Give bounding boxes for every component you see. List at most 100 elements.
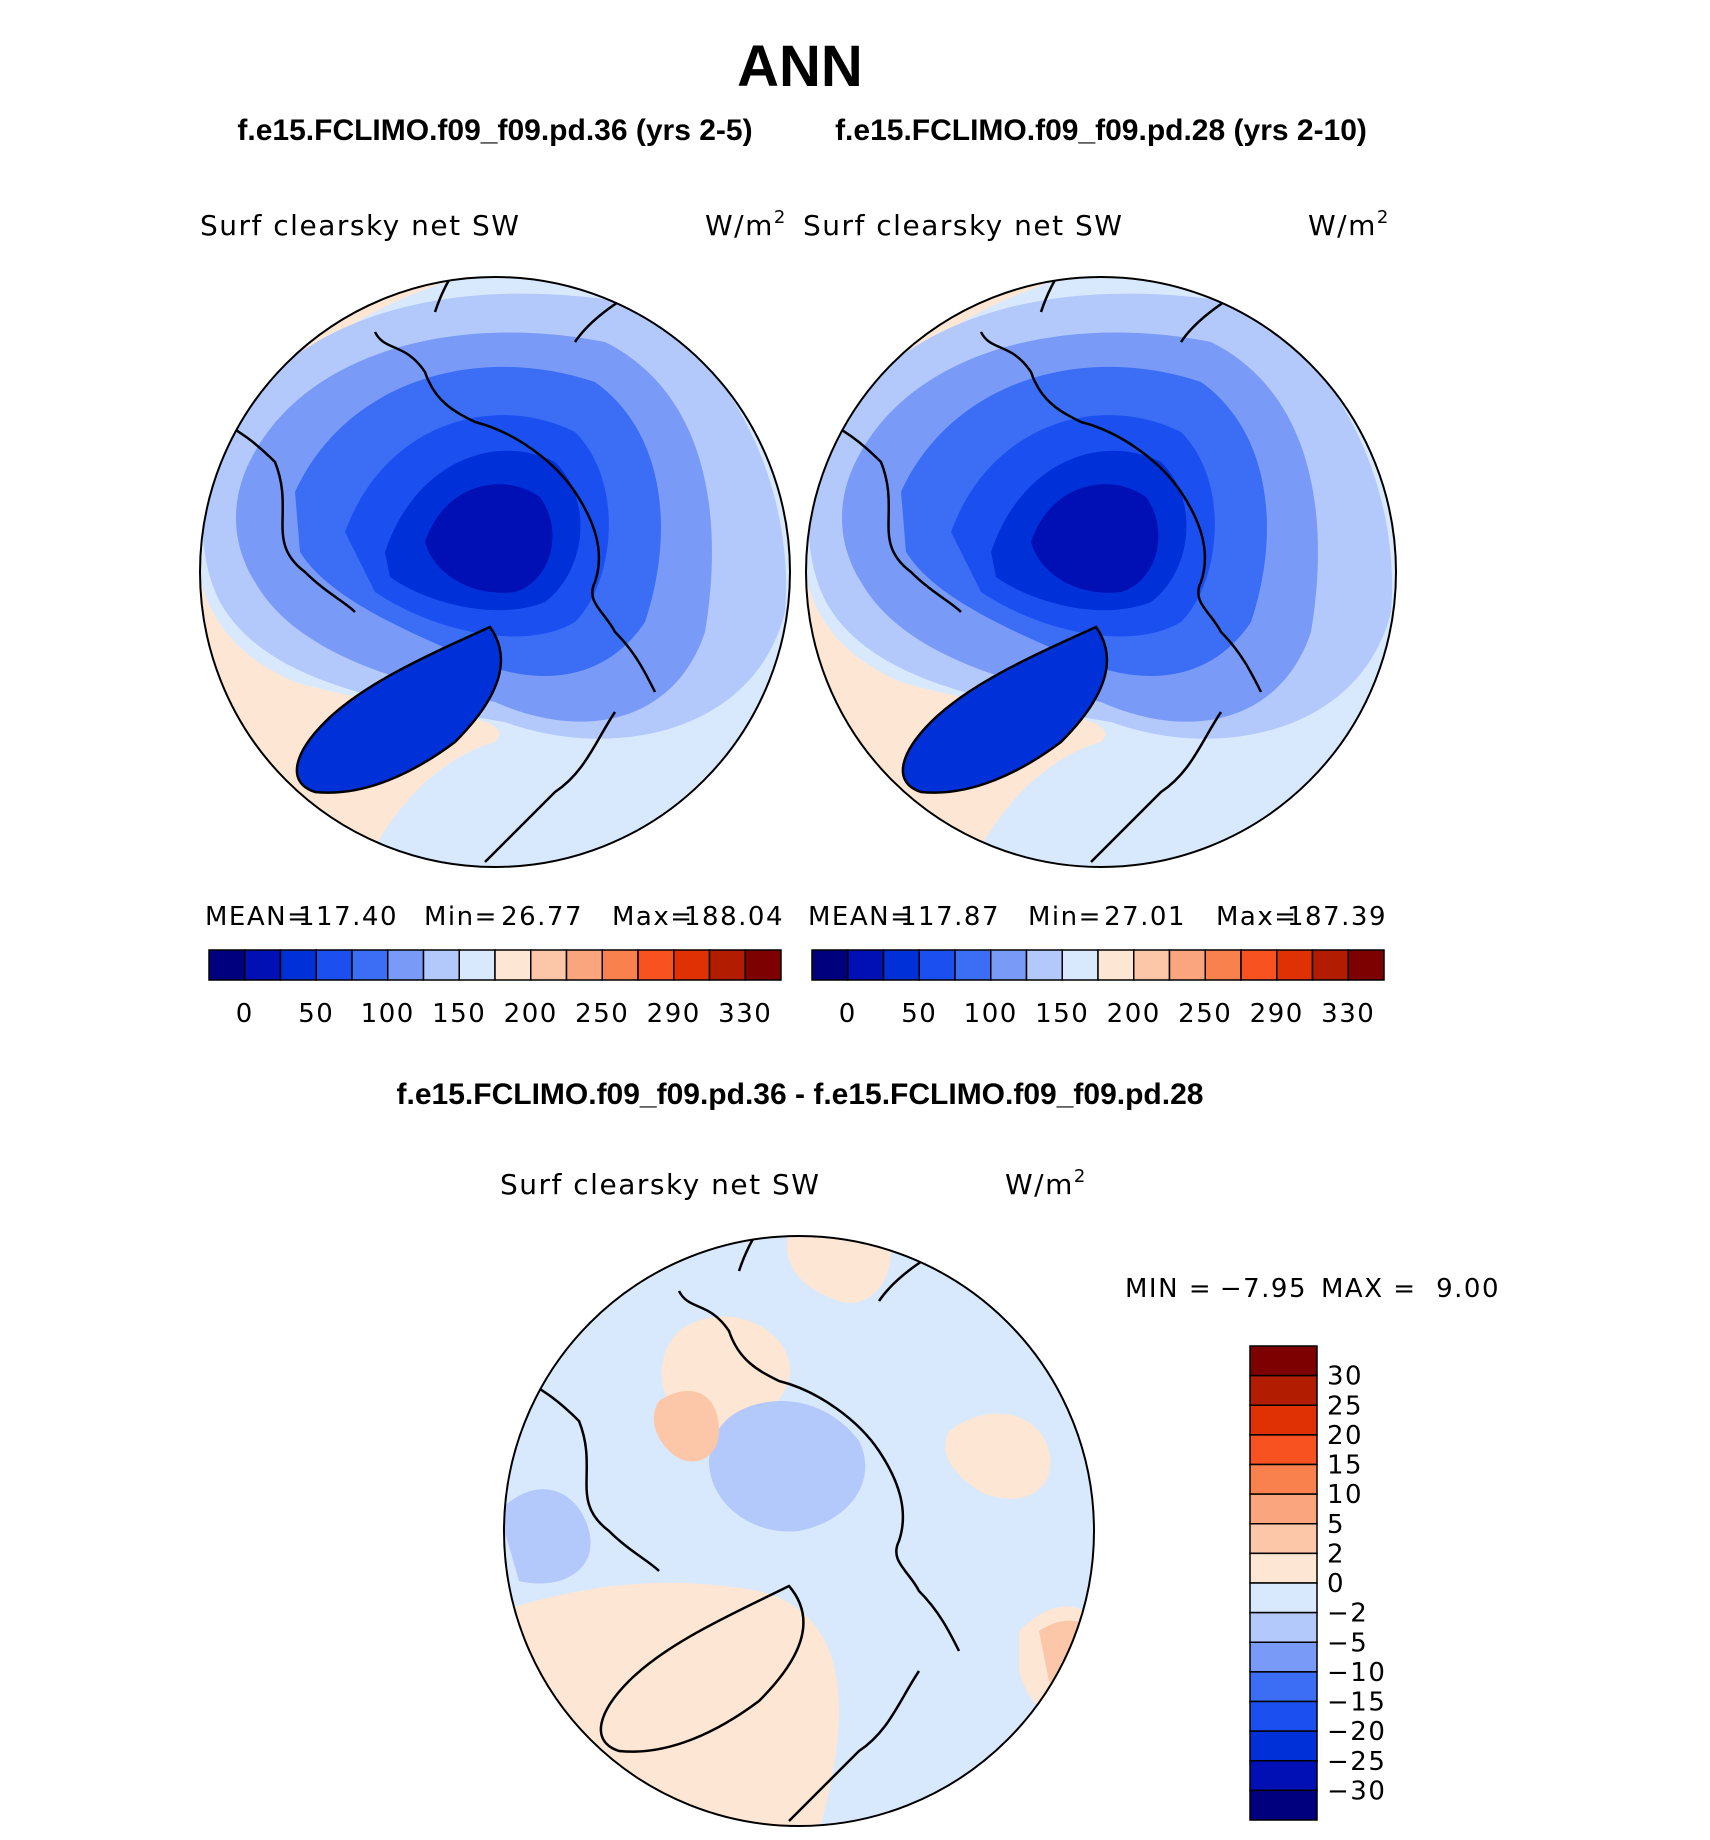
panel2-colorbar-box	[990, 949, 1028, 981]
panel2-colorbar-box	[1240, 949, 1278, 981]
panel3-colorbar-box	[1249, 1463, 1318, 1495]
panel2-colorbar-box	[954, 949, 992, 981]
panel1-colorbar-box	[279, 949, 317, 981]
panel3-colorbar-box	[1249, 1493, 1318, 1525]
panel3-stats: MIN = −7.95 MAX = 9.00	[1125, 1274, 1500, 1304]
panel2-colorbar-tick-label: 150	[1035, 999, 1089, 1029]
panel-difference: Surf clearsky net SW W/m2 MIN = −7.95	[500, 1166, 1500, 1827]
panel3-colorbar-tick-label: 2	[1327, 1539, 1345, 1569]
panel1-colorbar-tick-label: 0	[236, 999, 254, 1029]
panel3-colorbar-tick-label: 30	[1327, 1362, 1363, 1392]
panel1-map	[200, 277, 790, 867]
panel1-colorbar-tick-label: 200	[504, 999, 558, 1029]
panel1-units-label: W/m2	[705, 207, 787, 242]
panel3-colorbar-tick-label: 25	[1327, 1391, 1363, 1421]
panel3-colorbar-box	[1249, 1730, 1318, 1762]
panel1-max-value: 188.04	[684, 902, 784, 932]
panel3-colorbar-tick-label: −2	[1327, 1599, 1368, 1629]
panel3-min-value: −7.95	[1220, 1274, 1307, 1304]
panel3-max-value: 9.00	[1436, 1274, 1500, 1304]
panel2-colorbar-box	[1025, 949, 1063, 981]
panel3-colorbar-tick-label: −15	[1327, 1688, 1386, 1718]
panel3-colorbar-tick-label: 20	[1327, 1421, 1363, 1451]
panel1-colorbar-box	[565, 949, 603, 981]
panel1-colorbar-box	[494, 949, 532, 981]
panel1-colorbar-box	[708, 949, 746, 981]
panel3-min-label: MIN =	[1125, 1274, 1212, 1304]
panel3-colorbar-box	[1249, 1434, 1318, 1466]
figure-title: ANN	[737, 34, 863, 99]
panel2-colorbar-tick-label: 290	[1250, 999, 1304, 1029]
panel3-colorbar-tick-label: −30	[1327, 1776, 1386, 1806]
panel1-colorbar-box	[744, 949, 782, 981]
panel2-colorbar-box	[1168, 949, 1206, 981]
panel1-colorbar-tick-label: 250	[575, 999, 629, 1029]
panel3-colorbar-tick-label: −25	[1327, 1747, 1386, 1777]
panel2-colorbar-box	[1347, 949, 1385, 981]
panel1-colorbar-tick-label: 290	[647, 999, 701, 1029]
panel3-map	[504, 1236, 1094, 1826]
panel2-min-value: 27.01	[1104, 902, 1186, 932]
panel1-stats: MEAN= 117.40 Min= 26.77 Max= 188.04	[205, 902, 784, 932]
panel3-colorbar-box	[1249, 1671, 1318, 1703]
panel1-colorbar-box	[458, 949, 496, 981]
panel1-colorbar-box	[387, 949, 425, 981]
panel1-colorbar-box	[601, 949, 639, 981]
panel1-max-label: Max=	[612, 902, 694, 932]
panel2-map	[806, 277, 1396, 867]
panel1-colorbar-box	[315, 949, 353, 981]
panel2-colorbar-tick-label: 200	[1107, 999, 1161, 1029]
panel2-max-label: Max=	[1216, 902, 1298, 932]
panel3-variable-label: Surf clearsky net SW	[500, 1168, 820, 1201]
panel3-colorbar-box	[1249, 1611, 1318, 1643]
panel2-units-label: W/m2	[1308, 207, 1390, 242]
panel2-mean-value: 117.87	[900, 902, 1000, 932]
panel3-colorbar-tick-label: 5	[1327, 1510, 1345, 1540]
panel2-colorbar-box	[1311, 949, 1349, 981]
panel1-colorbar-box	[208, 949, 246, 981]
panel2-colorbar: 0 50 100 150 200 250 290 330	[811, 949, 1385, 1029]
panel2-colorbar-tick-label: 250	[1178, 999, 1232, 1029]
panel2-max-value: 187.39	[1287, 902, 1387, 932]
panel2-colorbar-box	[1061, 949, 1099, 981]
panel1-colorbar-box	[673, 949, 711, 981]
panel2-colorbar-box	[882, 949, 920, 981]
panel3-colorbar-tick-label: 0	[1327, 1569, 1345, 1599]
panel3-colorbar-box	[1249, 1700, 1318, 1732]
panel3-max-label: MAX =	[1321, 1274, 1417, 1304]
panel3-colorbar-box	[1249, 1760, 1318, 1792]
panel-case2: Surf clearsky net SW W/m2 MEAN= 117.87 M…	[803, 207, 1397, 1029]
panel2-stats: MEAN= 117.87 Min= 27.01 Max= 187.39	[808, 902, 1387, 932]
panel1-colorbar-tick-label: 100	[361, 999, 415, 1029]
panel3-colorbar-tick-label: −10	[1327, 1658, 1386, 1688]
panel1-colorbar-box	[244, 949, 282, 981]
panel3-colorbar-box	[1249, 1345, 1318, 1377]
panel3-colorbar-box	[1249, 1641, 1318, 1673]
panel1-colorbar-tick-label: 50	[298, 999, 334, 1029]
panel3-colorbar-box	[1249, 1789, 1318, 1821]
panel2-variable-label: Surf clearsky net SW	[803, 209, 1123, 242]
panel1-colorbar: 0 50 100 150 200 250 290 330	[208, 949, 782, 1029]
panel2-colorbar-tick-label: 100	[964, 999, 1018, 1029]
panel1-mean-label: MEAN=	[205, 902, 310, 932]
panel3-colorbar-box	[1249, 1582, 1318, 1614]
panel3-colorbar-tick-label: −5	[1327, 1628, 1368, 1658]
panel1-colorbar-tick-label: 150	[432, 999, 486, 1029]
panel3-colorbar-box	[1249, 1374, 1318, 1406]
panel1-colorbar-tick-label: 330	[718, 999, 772, 1029]
panel2-colorbar-box	[847, 949, 885, 981]
panel2-colorbar-box	[1276, 949, 1314, 981]
panel2-colorbar-tick-label: 50	[901, 999, 937, 1029]
panel2-colorbar-box	[811, 949, 849, 981]
panel3-colorbar-tick-label: 15	[1327, 1451, 1363, 1481]
panel1-mean-value: 117.40	[298, 902, 398, 932]
panel3-units-label: W/m2	[1005, 1166, 1087, 1201]
panel1-variable-label: Surf clearsky net SW	[200, 209, 520, 242]
panel2-min-label: Min=	[1028, 902, 1102, 932]
panel1-min-label: Min=	[424, 902, 498, 932]
panel3-colorbar-box	[1249, 1404, 1318, 1436]
case1-title: f.e15.FCLIMO.f09_f09.pd.36 (yrs 2-5)	[237, 114, 752, 147]
panel3-colorbar-box	[1249, 1523, 1318, 1555]
panel2-colorbar-tick-label: 0	[839, 999, 857, 1029]
